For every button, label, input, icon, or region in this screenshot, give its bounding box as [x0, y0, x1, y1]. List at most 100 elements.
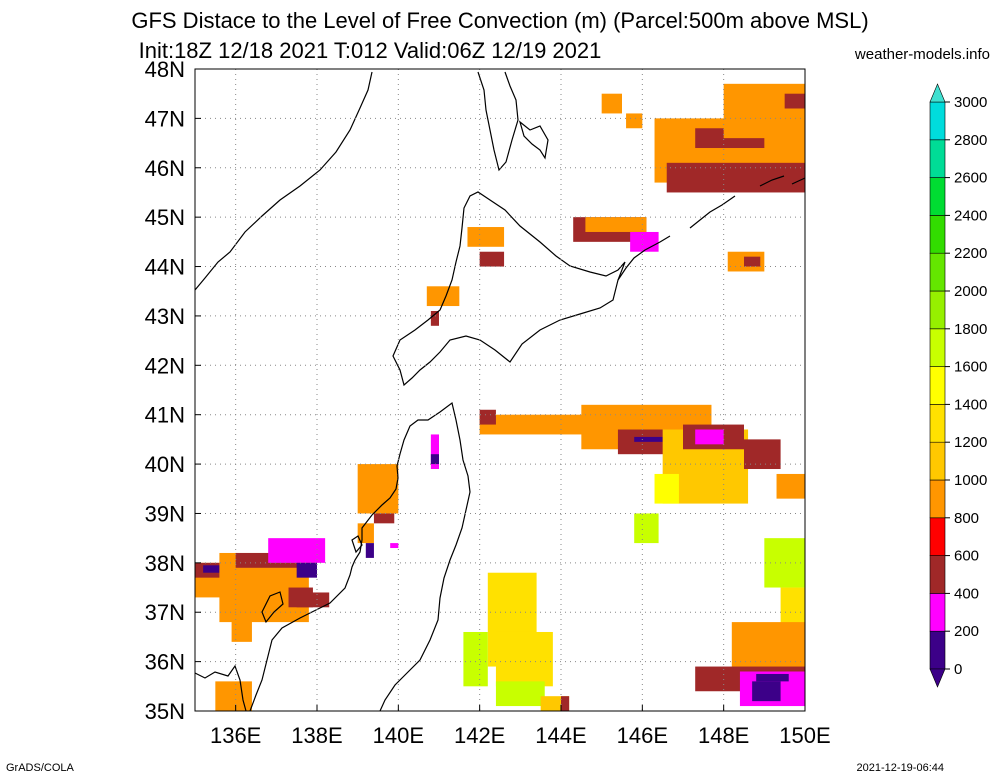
- y-tick-label: 47N: [145, 106, 185, 131]
- y-tick-label: 44N: [145, 255, 185, 280]
- field-cell: [601, 93, 622, 114]
- x-tick-label: 140E: [373, 723, 424, 748]
- colorbar-swatch: [929, 177, 946, 216]
- colorbar-label: 3000: [954, 94, 987, 111]
- field-cell: [203, 565, 224, 573]
- colorbar-swatch: [929, 139, 946, 178]
- field-cell: [654, 473, 679, 504]
- y-tick-label: 45N: [145, 205, 185, 230]
- footer-software: GrADS/COLA: [6, 762, 74, 774]
- sakhalin-coastline: [477, 71, 549, 172]
- field-cell: [634, 436, 663, 442]
- field-cell: [268, 538, 326, 563]
- colorbar-label: 800: [954, 510, 979, 527]
- colorbar-swatch: [929, 517, 946, 556]
- y-tick-label: 40N: [145, 452, 185, 477]
- colorbar-swatch: [929, 404, 946, 443]
- kuril-islands: [617, 175, 806, 281]
- coastline-layer: [194, 71, 806, 712]
- colorbar-label: 400: [954, 585, 979, 602]
- colorbar-label: 2600: [954, 170, 987, 187]
- colorbar-label: 1200: [954, 434, 987, 451]
- colorbar-label: 1000: [954, 472, 987, 489]
- chart-subtitle: Init:18Z 12/18 2021 T:012 Valid:06Z 12/1…: [138, 38, 602, 63]
- footer-timestamp: 2021-12-19-06:44: [856, 762, 944, 774]
- colorbar-label: 1800: [954, 321, 987, 338]
- x-tick-label: 142E: [454, 723, 505, 748]
- colorbar-label: 2200: [954, 245, 987, 262]
- field-cell: [390, 543, 399, 549]
- colorbar-label: 2000: [954, 283, 987, 300]
- field-cell: [296, 592, 330, 608]
- colorbar-swatch: [929, 630, 946, 670]
- field-cell: [430, 454, 439, 465]
- colorbar-swatch: [929, 215, 946, 254]
- field-cell: [776, 473, 805, 499]
- field-cell: [479, 409, 496, 425]
- field-cell: [479, 251, 505, 267]
- field-cell: [373, 513, 395, 524]
- field-cell: [430, 434, 439, 470]
- field-cell: [723, 83, 805, 139]
- field-cell: [215, 681, 252, 711]
- field-cell: [479, 414, 602, 435]
- colorbar-over-arrow: [929, 83, 946, 103]
- colorbar-swatch: [929, 366, 946, 405]
- field-cell: [231, 617, 252, 642]
- colorbar-swatch: [929, 555, 946, 594]
- colorbar-swatch: [929, 101, 946, 141]
- x-tick-label: 136E: [210, 723, 261, 748]
- y-tick-label: 39N: [145, 501, 185, 526]
- colorbar-swatch: [929, 328, 946, 367]
- field-cell: [495, 681, 545, 707]
- field-cell: [426, 286, 460, 307]
- colorbar-label: 2800: [954, 132, 987, 149]
- field-cell: [561, 696, 570, 711]
- field-cell: [365, 543, 374, 558]
- field-cell: [430, 310, 439, 326]
- y-tick-label: 35N: [145, 699, 185, 724]
- colorbar-swatch: [929, 441, 946, 481]
- x-tick-label: 138E: [291, 723, 342, 748]
- field-cell: [752, 681, 781, 702]
- field-cell: [463, 631, 488, 687]
- colorbar-label: 1600: [954, 359, 987, 376]
- colorbar-label: 0: [954, 661, 962, 678]
- colorbar-swatch: [929, 290, 946, 330]
- field-cell: [296, 562, 317, 578]
- site-credit: weather-models.info: [854, 46, 990, 63]
- mainland-coastline: [194, 71, 373, 291]
- chart-title: GFS Distace to the Level of Free Convect…: [131, 8, 869, 33]
- field-cell: [495, 631, 553, 687]
- x-tick-label: 148E: [698, 723, 749, 748]
- field-cell: [764, 538, 805, 588]
- field-layer: [195, 83, 805, 711]
- sado-island: [351, 535, 363, 554]
- field-cell: [626, 113, 643, 129]
- field-cell: [695, 429, 724, 445]
- field-cell: [585, 217, 647, 232]
- y-tick-label: 41N: [145, 403, 185, 428]
- field-cell: [756, 673, 789, 682]
- field-cell: [357, 464, 399, 514]
- colorbar-label: 200: [954, 623, 979, 640]
- y-tick-label: 38N: [145, 551, 185, 576]
- field-cell: [784, 93, 805, 109]
- honshu-coastline: [194, 401, 471, 712]
- field-cell: [630, 231, 659, 252]
- y-tick-label: 42N: [145, 353, 185, 378]
- field-cell: [634, 513, 659, 544]
- field-cell: [467, 227, 505, 247]
- colorbar-swatch: [929, 252, 946, 292]
- colorbar-label: 600: [954, 548, 979, 565]
- colorbar-label: 1400: [954, 396, 987, 413]
- y-tick-label: 37N: [145, 600, 185, 625]
- x-tick-label: 144E: [535, 723, 586, 748]
- y-tick-label: 43N: [145, 304, 185, 329]
- plot-frame: [194, 68, 806, 712]
- field-cell: [731, 622, 805, 672]
- axis-layer: 136E 138E 140E 142E 144E 146E 148E 150E 35N 36N 37…: [145, 57, 831, 748]
- y-tick-label: 48N: [145, 57, 185, 82]
- y-tick-label: 36N: [145, 650, 185, 675]
